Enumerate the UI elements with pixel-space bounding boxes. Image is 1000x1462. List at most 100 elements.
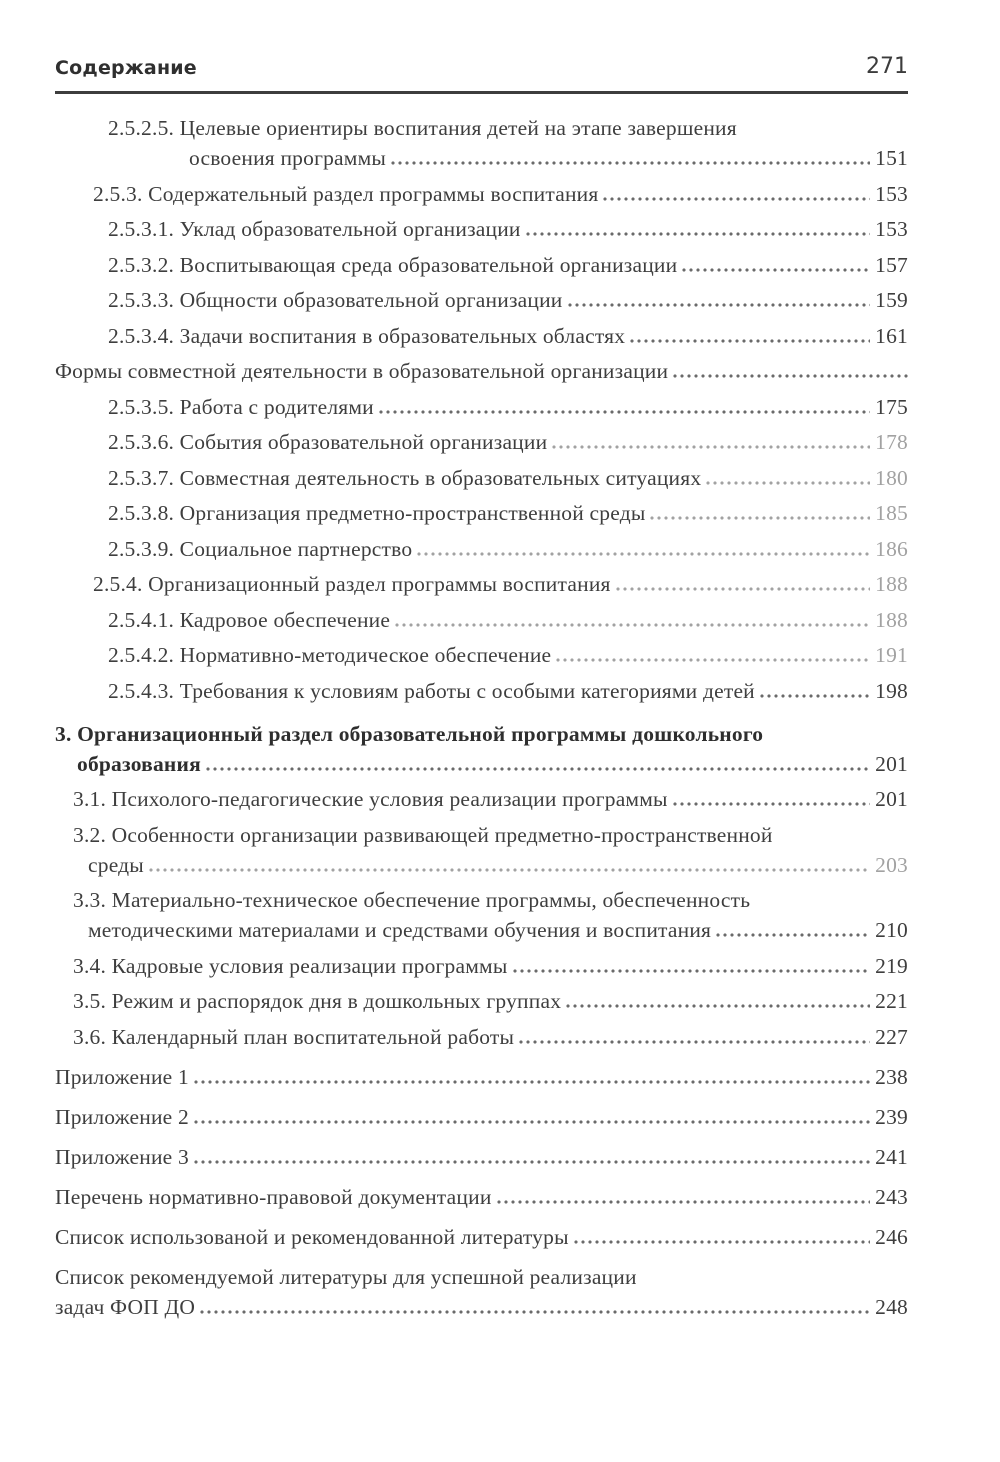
toc-page-number: 178 [875,430,908,454]
toc-line: Список рекомендуемой литературы для успе… [55,1262,908,1292]
dot-leader [673,374,908,378]
toc-line: Формы совместной деятельности в образова… [55,356,908,386]
dot-leader [706,480,871,485]
dot-leader [759,693,871,698]
toc-line: 2.5.2.5. Целевые ориентиры воспитания де… [55,113,908,143]
toc-entry-title: 2.5.4.2. Нормативно-методическое обеспеч… [108,643,552,667]
toc-entry-title: 3. Организационный раздел образовательно… [55,721,764,746]
toc-line: Перечень нормативно-правовой документаци… [55,1182,908,1212]
toc-page-number: 241 [875,1144,908,1169]
toc-entry: Список рекомендуемой литературы для успе… [55,1262,908,1322]
toc-entry-title: 3.2. Особенности организации развивающей… [73,822,773,847]
toc-entry-title: 3.6. Календарный план воспитательной раб… [73,1024,515,1049]
toc-entry: 2.5.3.2. Воспитывающая среда образовател… [55,250,908,280]
page-number: 271 [866,54,908,79]
toc-entry: Перечень нормативно-правовой документаци… [55,1182,908,1212]
dot-leader [556,658,871,662]
toc-page-number: 157 [875,252,908,277]
toc-line: 2.5.3.7. Совместная деятельность в образ… [55,463,908,493]
toc-entry: Приложение 1 238 [55,1062,908,1092]
toc-entry: 2.5.3.7. Совместная деятельность в образ… [55,463,908,493]
toc-line: 2.5.4. Организационный раздел программы … [55,569,908,599]
toc-line: Приложение 2 239 [55,1102,908,1132]
dot-leader [603,196,871,201]
toc-entry-title: 2.5.4. Организационный раздел программы … [93,572,611,596]
dot-leader [525,232,871,236]
toc-page-number: 201 [875,787,908,811]
toc-page-number: 188 [875,607,908,632]
toc-page-number: 227 [875,1024,908,1049]
toc-page-number: 175 [875,394,908,419]
toc-page-number: 201 [875,751,908,776]
toc-entry: 2.5.3.6. События образовательной организ… [55,427,908,457]
dot-leader [567,303,871,307]
dot-leader [391,161,871,165]
dot-leader [378,409,871,414]
toc-line: 2.5.3.6. События образовательной организ… [55,427,908,457]
toc-page-number: 246 [875,1224,908,1249]
toc-entry-title: 2.5.3. Содержательный раздел программы в… [93,181,599,206]
toc-entry-title: Формы совместной деятельности в образова… [55,359,669,383]
toc-page-number: 239 [875,1104,908,1129]
dot-leader [573,1239,871,1244]
dot-leader [630,338,871,343]
toc-line: 3.1. Психолого-педагогические условия ре… [55,784,908,814]
toc-entry-title: 2.5.3.7. Совместная деятельность в образ… [108,465,702,490]
toc-entry-title: 2.5.2.5. Целевые ориентиры воспитания де… [108,116,737,140]
toc-line: 3.5. Режим и распорядок дня в дошкольных… [55,986,908,1016]
toc-entry-title: Перечень нормативно-правовой документаци… [55,1184,492,1209]
toc-entry-title: 3.5. Режим и распорядок дня в дошкольных… [73,989,562,1013]
toc-line: задач ФОП ДО 248 [55,1292,908,1322]
toc-entry: 2.5.3.1. Уклад образовательной организац… [55,214,908,244]
toc-page-number: 219 [875,953,908,978]
toc-page-number: 159 [875,288,908,312]
toc-entry: 3.6. Календарный план воспитательной раб… [55,1022,908,1052]
toc-entry-title: 2.5.3.6. События образовательной организ… [108,430,548,454]
dot-leader [615,587,871,591]
toc-page-number: 153 [875,181,908,206]
dot-leader [672,802,871,806]
header-divider [55,91,908,94]
toc-entry-title: образования [77,751,201,776]
dot-leader [552,445,871,449]
page-header: Содержание 271 [55,54,908,79]
toc-entry-title: 2.5.4.1. Кадровое обеспечение [108,607,391,632]
toc-entry: 2.5.3.4. Задачи воспитания в образовател… [55,321,908,351]
toc-entry-title: 2.5.3.4. Задачи воспитания в образовател… [108,323,626,348]
toc-line: 2.5.3.3. Общности образовательной органи… [55,285,908,315]
toc-entry-title: 3.1. Психолого-педагогические условия ре… [73,787,668,811]
toc-entry-title: 2.5.3.1. Уклад образовательной организац… [108,217,521,241]
toc-page-number: 238 [875,1064,908,1089]
toc-entry: 2.5.3. Содержательный раздел программы в… [55,179,908,209]
dot-leader [512,968,871,973]
toc-entry-title: 2.5.3.5. Работа с родителями [108,394,374,419]
toc-entry-title: 2.5.3.2. Воспитывающая среда образовател… [108,252,678,277]
toc-line: 2.5.3.4. Задачи воспитания в образовател… [55,321,908,351]
toc-line: Приложение 1 238 [55,1062,908,1092]
toc-entry: 3.3. Материально-техническое обеспечение… [55,885,908,945]
dot-leader [496,1199,871,1204]
toc-line: Приложение 3 241 [55,1142,908,1172]
dot-leader [417,551,871,556]
toc-page-number: 248 [875,1294,908,1319]
toc-entry-title: Приложение 1 [55,1064,189,1089]
running-header-title: Содержание [55,57,197,79]
toc-line: 2.5.4.1. Кадровое обеспечение 188 [55,605,908,635]
toc-entry-title: 3.3. Материально-техническое обеспечение… [73,888,751,912]
toc-line: 2.5.3. Содержательный раздел программы в… [55,179,908,209]
dot-leader [395,622,871,627]
toc-line: 2.5.3.8. Организация предметно-пространс… [55,498,908,528]
toc-line: 2.5.3.2. Воспитывающая среда образовател… [55,250,908,280]
toc-entry: 2.5.4.3. Требования к условиям работы с … [55,676,908,706]
toc-page-number: 153 [875,217,908,241]
toc-entry-title: 2.5.3.9. Социальное партнерство [108,536,413,561]
toc-page-number: 151 [875,146,908,170]
toc-entry: 2.5.3.5. Работа с родителями 175 [55,392,908,422]
toc-line: 2.5.3.5. Работа с родителями 175 [55,392,908,422]
toc-entry-title: среды [88,852,144,877]
toc-page-number: 243 [875,1184,908,1209]
toc-entry-title: Приложение 2 [55,1104,189,1129]
toc-entry-title: Список рекомендуемой литературы для успе… [55,1264,637,1289]
toc-entry-title: Список использованой и рекомендованной л… [55,1224,569,1249]
dot-leader [148,867,871,872]
